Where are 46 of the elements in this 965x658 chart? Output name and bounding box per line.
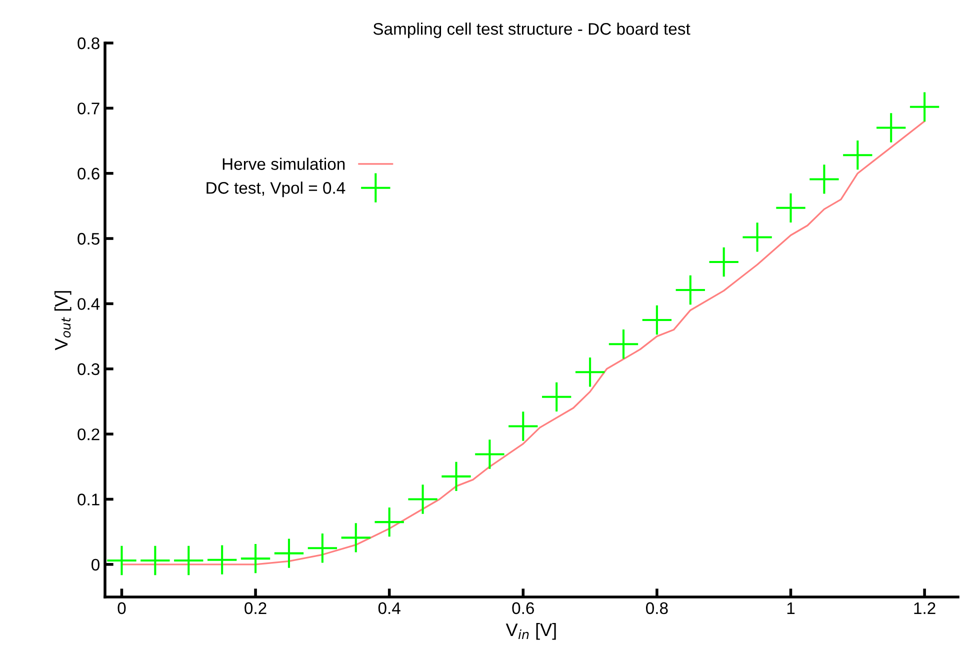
x-tick-label: 0.2 [244,602,266,614]
point [442,462,471,492]
point [843,140,872,170]
point [876,113,906,142]
y-tick-label: 0.7 [78,102,100,114]
point [107,546,136,576]
point [608,330,638,359]
point [240,544,270,574]
point [274,538,304,568]
point [508,412,538,441]
point [910,92,940,122]
x-tick-label: 0 [118,602,126,614]
point [742,222,772,252]
y-tick-label: 0.2 [78,428,100,440]
y-tick-label: 0 [92,558,100,571]
point [207,545,237,574]
legend-label: Herve simulation [222,158,345,170]
x-tick-label: 0.8 [646,602,668,614]
point [776,193,806,222]
chart-title: Sampling cell test structure - DC board test [373,22,690,38]
legend-label: DC test, Vpol = 0.4 [206,182,346,198]
point [475,440,504,469]
point [810,164,839,194]
point [308,534,338,563]
point [642,305,672,335]
y-tick-label: 0.3 [78,363,100,376]
y-tick-label: 0.1 [78,494,100,506]
x-tick-label: 0.6 [512,602,534,614]
point [408,484,438,514]
x-tick-label: 1.2 [914,602,936,614]
y-tick-label: 0.5 [78,232,100,245]
point [174,546,204,576]
point [709,247,738,277]
point [374,507,404,537]
point [341,523,370,552]
x-tick-label: 1 [787,602,795,614]
point [676,275,705,305]
y-axis-title: V$_{out}$ [V] [54,291,72,350]
x-tick-label: 0.4 [378,602,400,614]
y-tick-label: 0.6 [78,168,100,180]
x-axis-title: V$_{in}$ [V] [506,622,556,640]
point [140,546,170,576]
point [575,358,605,387]
y-tick-label: 0.8 [78,37,100,50]
y-tick-label: 0.4 [78,298,100,310]
point [542,382,572,412]
